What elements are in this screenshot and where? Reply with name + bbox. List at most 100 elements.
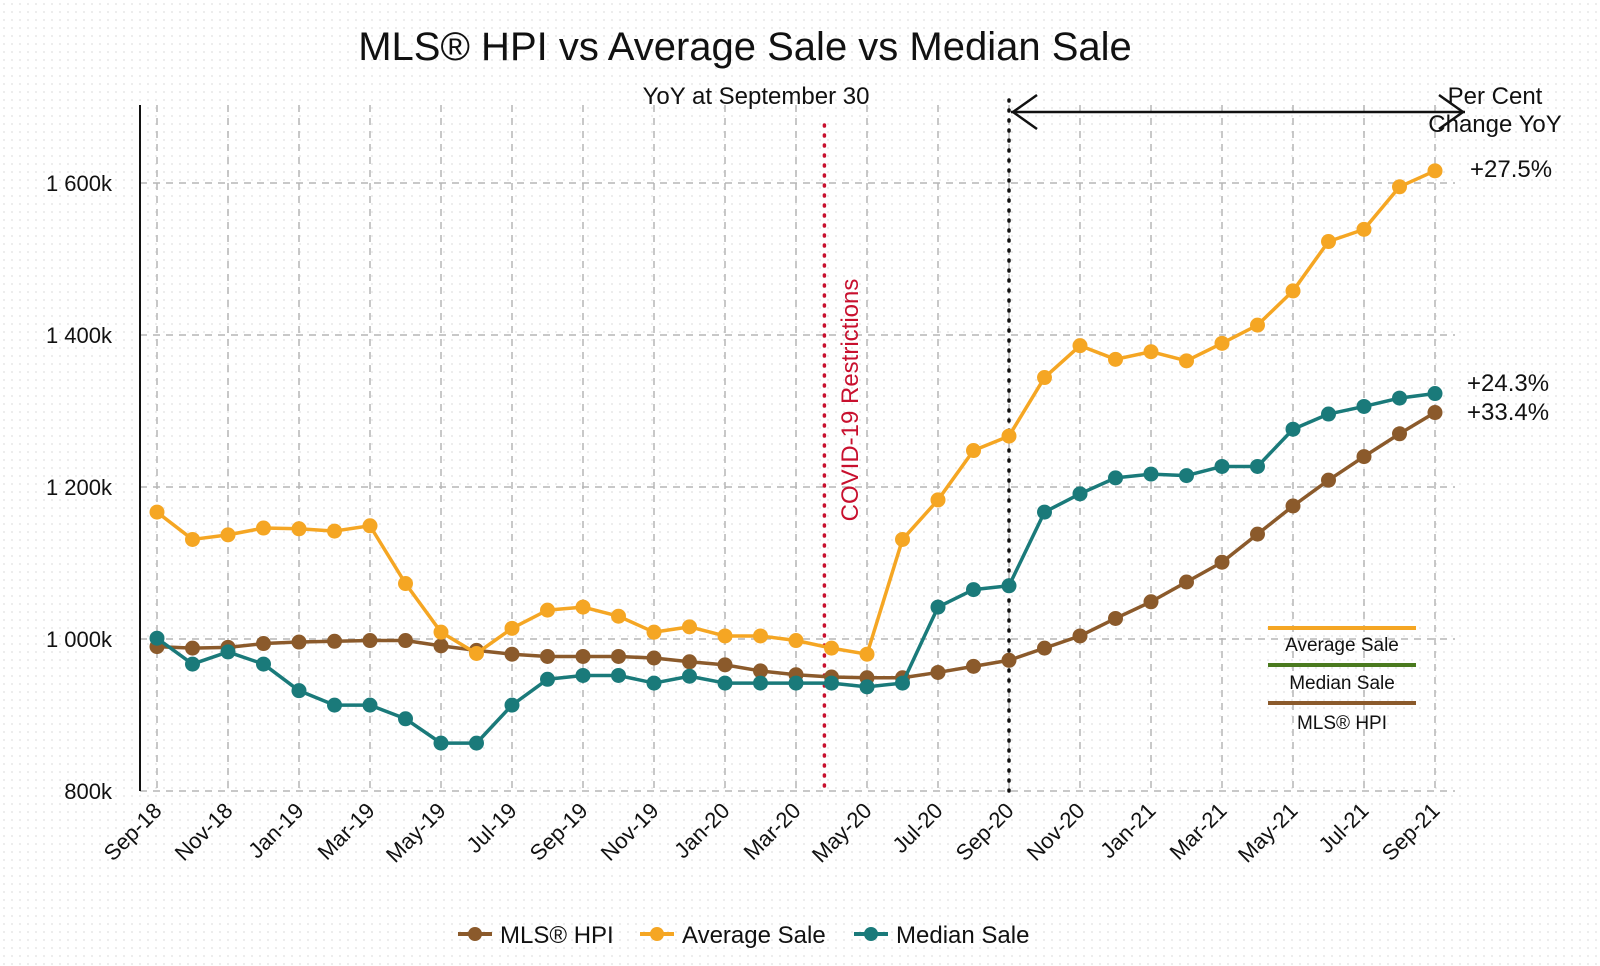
data-point-median [1143, 466, 1159, 482]
x-tick-label: Jan-20 [669, 798, 734, 863]
x-tick-label: Sep-20 [951, 798, 1019, 866]
data-point-average [256, 520, 271, 536]
y-tick-label: 1 400k [46, 323, 113, 348]
x-tick-label: Jan-21 [1095, 798, 1160, 863]
legend-marker-average [650, 927, 664, 941]
data-point-hpi [646, 650, 662, 666]
data-point-average [1285, 283, 1301, 299]
data-point-median [611, 667, 626, 683]
data-point-median [1179, 468, 1194, 484]
data-point-median [1392, 390, 1407, 406]
series-average [149, 163, 1443, 662]
inner-legend-label-hpi: MLS® HPI [1297, 713, 1387, 734]
legend-marker-median [864, 927, 878, 941]
data-point-average [1321, 234, 1336, 250]
data-point-hpi [256, 636, 271, 652]
x-tick-label: Sep-19 [525, 798, 593, 866]
data-point-median [1108, 470, 1123, 486]
data-point-hpi [362, 633, 378, 649]
data-point-median [930, 599, 946, 615]
data-point-median [1214, 458, 1230, 474]
data-point-median [327, 697, 342, 713]
series-line-average [155, 169, 1436, 656]
data-point-median [824, 675, 839, 691]
series-group [149, 163, 1443, 751]
covid-annotation: COVID-19 Restrictions [837, 279, 864, 522]
data-point-hpi [1214, 554, 1230, 570]
data-point-average [220, 527, 236, 543]
data-point-median [859, 679, 875, 695]
legend-label-average: Average Sale [682, 922, 826, 949]
data-point-average [611, 608, 626, 624]
data-point-median [1037, 504, 1052, 520]
data-point-median [469, 735, 484, 751]
data-point-hpi [433, 638, 449, 654]
data-point-median [717, 675, 733, 691]
data-point-average [433, 624, 449, 640]
x-tick-label: May-20 [807, 798, 877, 868]
data-point-median [185, 656, 200, 672]
data-point-median [1427, 386, 1443, 402]
y-tick-label: 1 000k [46, 627, 113, 652]
data-point-average [966, 443, 981, 459]
data-point-average [1108, 351, 1123, 367]
data-point-median [291, 683, 307, 699]
legend: MLS® HPI Average Sale Median Sale [458, 922, 1029, 949]
y-tick-label: 1 200k [46, 475, 113, 500]
data-point-average [504, 620, 520, 636]
data-point-median [788, 675, 804, 691]
chart-title: MLS® HPI vs Average Sale vs Median Sale [358, 25, 1132, 69]
x-tick-label: Mar-21 [1165, 798, 1232, 865]
data-point-hpi [611, 648, 626, 664]
data-point-hpi [1321, 472, 1336, 488]
data-point-median [682, 668, 697, 684]
data-point-average [895, 531, 910, 547]
range-arrow-head-left [1010, 93, 1038, 131]
data-point-average [362, 518, 378, 534]
data-point-median [966, 582, 981, 598]
data-point-hpi [540, 648, 555, 664]
data-point-hpi [1108, 610, 1123, 626]
data-point-median [149, 630, 165, 646]
data-point-median [1001, 578, 1017, 594]
data-point-hpi [291, 634, 307, 650]
data-point-median [895, 675, 910, 691]
data-point-median [433, 735, 449, 751]
y-tick-label: 800k [64, 779, 113, 804]
data-point-hpi [1250, 526, 1265, 542]
x-tick-label: Jul-19 [461, 798, 521, 858]
x-tick-label: Mar-20 [739, 798, 806, 865]
chart-subtitle: YoY at September 30 [643, 83, 870, 110]
data-point-hpi [1072, 628, 1088, 644]
data-point-average [753, 628, 768, 644]
data-point-average [327, 523, 342, 539]
legend-marker-hpi [468, 927, 482, 941]
data-point-hpi [753, 663, 768, 679]
range-arrow-head-right [1438, 93, 1466, 131]
data-point-average [1037, 370, 1052, 386]
pct-hpi-label: +33.4% [1467, 399, 1549, 426]
pct-average-label: +27.5% [1470, 156, 1552, 183]
data-point-hpi [504, 646, 520, 662]
data-point-median [1250, 458, 1265, 474]
data-point-median [575, 667, 591, 683]
data-point-average [1392, 179, 1407, 195]
x-tick-label: Jan-19 [243, 798, 308, 863]
data-point-hpi [1001, 652, 1017, 668]
data-point-average [646, 624, 662, 640]
data-point-median [256, 656, 271, 672]
x-tick-label: Nov-19 [596, 798, 664, 866]
data-point-median [1072, 486, 1088, 502]
data-point-average [1214, 335, 1230, 351]
data-point-average [859, 646, 875, 662]
series-median [149, 386, 1443, 751]
data-point-average [149, 504, 165, 520]
tick-labels: 800k 1 000k 1 200k 1 400k 1 600k Sep-18 Nov-18… [46, 171, 1445, 867]
data-point-hpi [682, 654, 697, 670]
data-point-average [1427, 163, 1443, 179]
data-point-average [1250, 317, 1265, 333]
data-point-median [1321, 406, 1336, 422]
data-point-average [930, 492, 946, 508]
